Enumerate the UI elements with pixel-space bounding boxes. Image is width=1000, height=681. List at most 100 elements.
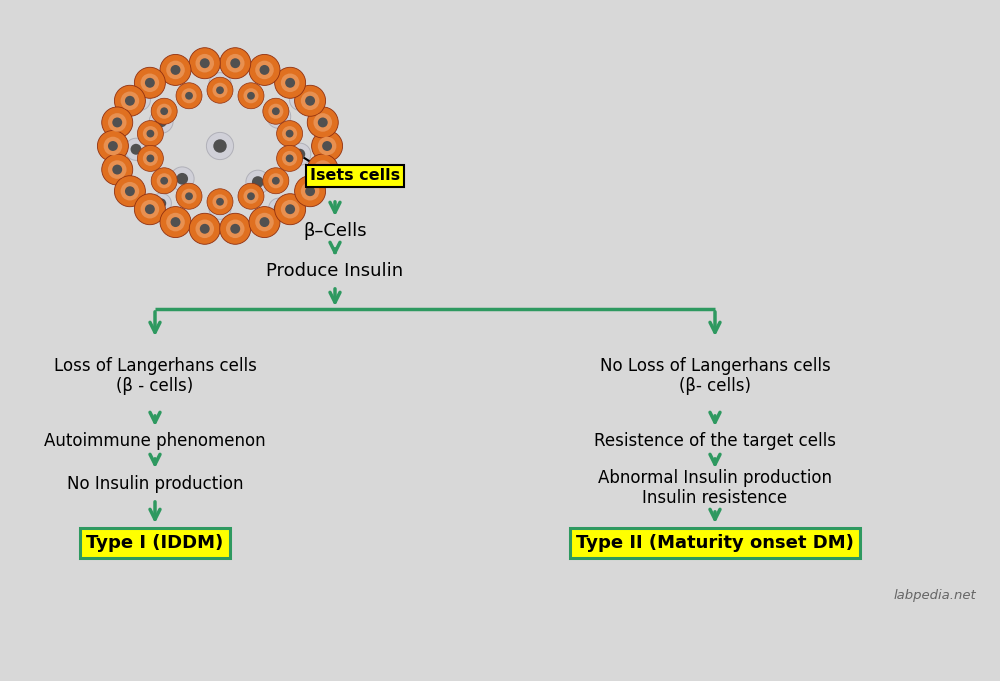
Circle shape [243, 189, 259, 204]
Circle shape [226, 54, 245, 72]
Circle shape [209, 73, 231, 95]
Circle shape [134, 67, 165, 98]
Circle shape [263, 98, 289, 124]
Circle shape [275, 67, 306, 98]
Circle shape [209, 197, 231, 219]
Circle shape [149, 110, 173, 133]
Text: Type II (Maturity onset DM): Type II (Maturity onset DM) [576, 534, 854, 552]
Circle shape [215, 203, 225, 214]
Circle shape [213, 140, 227, 153]
Circle shape [260, 217, 269, 227]
Circle shape [156, 198, 166, 208]
Circle shape [145, 78, 155, 88]
Text: Loss of Langerhans cells
(β - cells): Loss of Langerhans cells (β - cells) [54, 357, 256, 396]
Circle shape [151, 98, 177, 124]
Circle shape [255, 212, 274, 232]
Circle shape [220, 48, 251, 79]
Circle shape [268, 104, 283, 118]
Circle shape [125, 96, 135, 106]
Circle shape [301, 91, 319, 110]
Circle shape [200, 59, 210, 68]
Circle shape [268, 173, 283, 189]
Circle shape [181, 189, 197, 204]
Circle shape [143, 126, 158, 141]
Text: No Insulin production: No Insulin production [67, 475, 243, 493]
Circle shape [171, 217, 180, 227]
Circle shape [141, 200, 159, 219]
Circle shape [160, 54, 191, 85]
Circle shape [282, 126, 297, 141]
Circle shape [185, 92, 193, 99]
Circle shape [185, 192, 193, 200]
Circle shape [134, 193, 165, 225]
Text: Type I (IDDM): Type I (IDDM) [86, 534, 224, 552]
Circle shape [135, 95, 145, 105]
Circle shape [171, 65, 180, 75]
Text: Autoimmune phenomenon: Autoimmune phenomenon [44, 432, 266, 450]
Circle shape [295, 95, 305, 105]
Circle shape [216, 86, 224, 94]
Circle shape [141, 74, 159, 92]
Circle shape [267, 105, 291, 129]
Circle shape [121, 182, 139, 200]
Circle shape [247, 192, 255, 200]
Circle shape [313, 160, 332, 179]
Circle shape [318, 118, 328, 127]
Circle shape [160, 206, 191, 238]
Circle shape [176, 183, 202, 209]
Circle shape [151, 193, 171, 214]
Circle shape [263, 168, 289, 194]
Circle shape [272, 108, 280, 115]
Circle shape [289, 143, 311, 165]
Circle shape [272, 177, 280, 185]
Circle shape [207, 189, 233, 215]
Circle shape [215, 78, 225, 89]
Circle shape [290, 90, 310, 110]
Circle shape [238, 183, 264, 209]
Circle shape [277, 146, 303, 172]
Circle shape [295, 176, 326, 207]
Circle shape [249, 206, 280, 238]
Circle shape [295, 85, 326, 116]
Circle shape [212, 194, 228, 209]
Circle shape [238, 83, 264, 109]
Text: Resistence of the target cells: Resistence of the target cells [594, 432, 836, 450]
Circle shape [166, 212, 185, 232]
Circle shape [207, 77, 233, 104]
Circle shape [275, 193, 306, 225]
Text: β–Cells: β–Cells [303, 222, 367, 240]
Circle shape [181, 89, 197, 104]
Circle shape [195, 54, 214, 72]
Circle shape [313, 113, 332, 131]
Circle shape [312, 131, 343, 161]
Circle shape [249, 54, 280, 85]
Circle shape [212, 82, 228, 98]
Circle shape [121, 91, 139, 110]
Circle shape [112, 165, 122, 174]
Circle shape [157, 104, 172, 118]
Circle shape [114, 85, 145, 116]
Text: Produce Insulin: Produce Insulin [266, 262, 404, 280]
Circle shape [255, 61, 274, 79]
Circle shape [307, 154, 338, 185]
Circle shape [282, 151, 297, 166]
Circle shape [246, 170, 270, 194]
Circle shape [230, 59, 240, 68]
Circle shape [137, 121, 163, 146]
Circle shape [170, 167, 194, 191]
Circle shape [216, 198, 224, 206]
Circle shape [189, 48, 220, 79]
Circle shape [273, 110, 285, 123]
Circle shape [305, 187, 315, 196]
Circle shape [200, 224, 210, 234]
Circle shape [285, 204, 295, 214]
Circle shape [230, 224, 240, 234]
Circle shape [226, 219, 245, 238]
Circle shape [112, 118, 122, 127]
Circle shape [157, 173, 172, 189]
Text: No Loss of Langerhans cells
(β- cells): No Loss of Langerhans cells (β- cells) [600, 357, 830, 396]
Circle shape [125, 187, 135, 196]
Circle shape [285, 78, 295, 88]
Circle shape [274, 204, 284, 213]
Circle shape [108, 160, 127, 179]
